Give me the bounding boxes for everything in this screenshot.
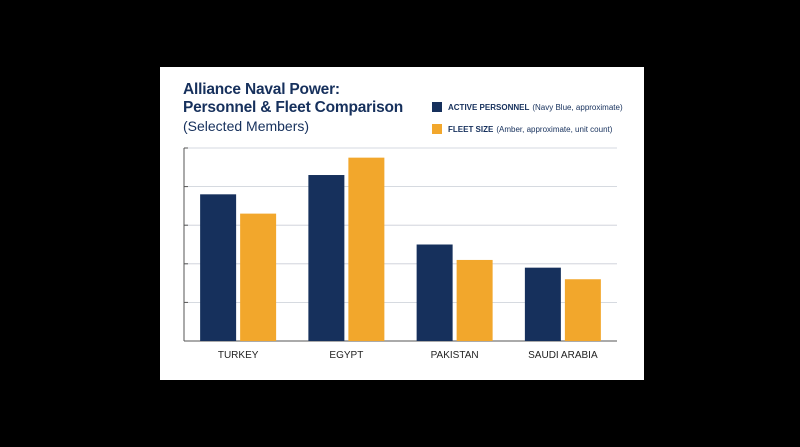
legend-note-fleet-size: (Amber, approximate, unit count) bbox=[496, 124, 613, 134]
legend-swatch-fleet-size bbox=[432, 124, 442, 134]
chart-title-line-1: Alliance Naval Power: bbox=[183, 81, 340, 98]
chart-title-line-2: Personnel & Fleet Comparison bbox=[183, 99, 404, 116]
bar-fleet-size-egypt bbox=[348, 157, 385, 341]
legend-swatch-active-personnel bbox=[432, 102, 442, 112]
legend-item-active-personnel: ACTIVE PERSONNEL (Navy Blue, approximate… bbox=[432, 96, 623, 118]
chart-card: Alliance Naval Power: Personnel & Fleet … bbox=[160, 67, 644, 380]
x-tick-label-turkey: TURKEY bbox=[218, 350, 259, 361]
legend-label-fleet-size: FLEET SIZE bbox=[448, 124, 494, 134]
bar-fleet-size-pakistan bbox=[456, 259, 493, 341]
bar-fleet-size-turkey bbox=[240, 213, 277, 341]
x-tick-label-egypt: EGYPT bbox=[329, 350, 363, 361]
bar-active-personnel-turkey bbox=[200, 194, 237, 341]
x-tick-label-pakistan: PAKISTAN bbox=[431, 350, 479, 361]
chart-legend: ACTIVE PERSONNEL (Navy Blue, approximate… bbox=[432, 96, 623, 140]
chart-title-block: Alliance Naval Power: Personnel & Fleet … bbox=[183, 81, 403, 135]
bar-active-personnel-pakistan bbox=[416, 244, 453, 341]
bar-active-personnel-saudi-arabia bbox=[524, 267, 561, 341]
bar-active-personnel-egypt bbox=[308, 175, 345, 341]
bar-chart: TURKEY EGYPT PAKISTAN SAUDI ARABIA bbox=[183, 147, 617, 361]
chart-subtitle: (Selected Members) bbox=[183, 118, 310, 134]
x-tick-label-saudi-arabia: SAUDI ARABIA bbox=[528, 350, 598, 361]
legend-note-active-personnel: (Navy Blue, approximate) bbox=[532, 102, 623, 112]
legend-label-active-personnel: ACTIVE PERSONNEL bbox=[448, 102, 530, 112]
bar-fleet-size-saudi-arabia bbox=[564, 279, 601, 341]
legend-item-fleet-size: FLEET SIZE (Amber, approximate, unit cou… bbox=[432, 118, 623, 140]
